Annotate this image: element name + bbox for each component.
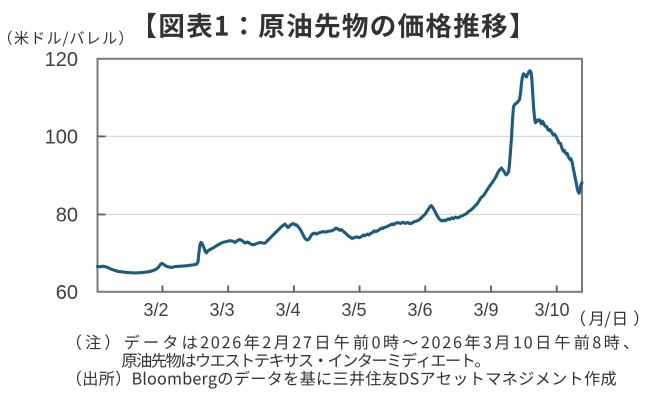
svg-text:3/5: 3/5 [341, 300, 366, 320]
svg-text:3/3: 3/3 [209, 300, 234, 320]
svg-text:3/6: 3/6 [407, 300, 432, 320]
svg-text:60: 60 [56, 282, 78, 304]
svg-text:3/4: 3/4 [275, 300, 300, 320]
svg-text:3/9: 3/9 [473, 300, 498, 320]
svg-text:3/2: 3/2 [143, 300, 168, 320]
svg-text:80: 80 [56, 204, 78, 226]
svg-text:120: 120 [45, 49, 78, 71]
svg-text:3/10: 3/10 [534, 300, 569, 320]
svg-text:100: 100 [45, 126, 78, 148]
